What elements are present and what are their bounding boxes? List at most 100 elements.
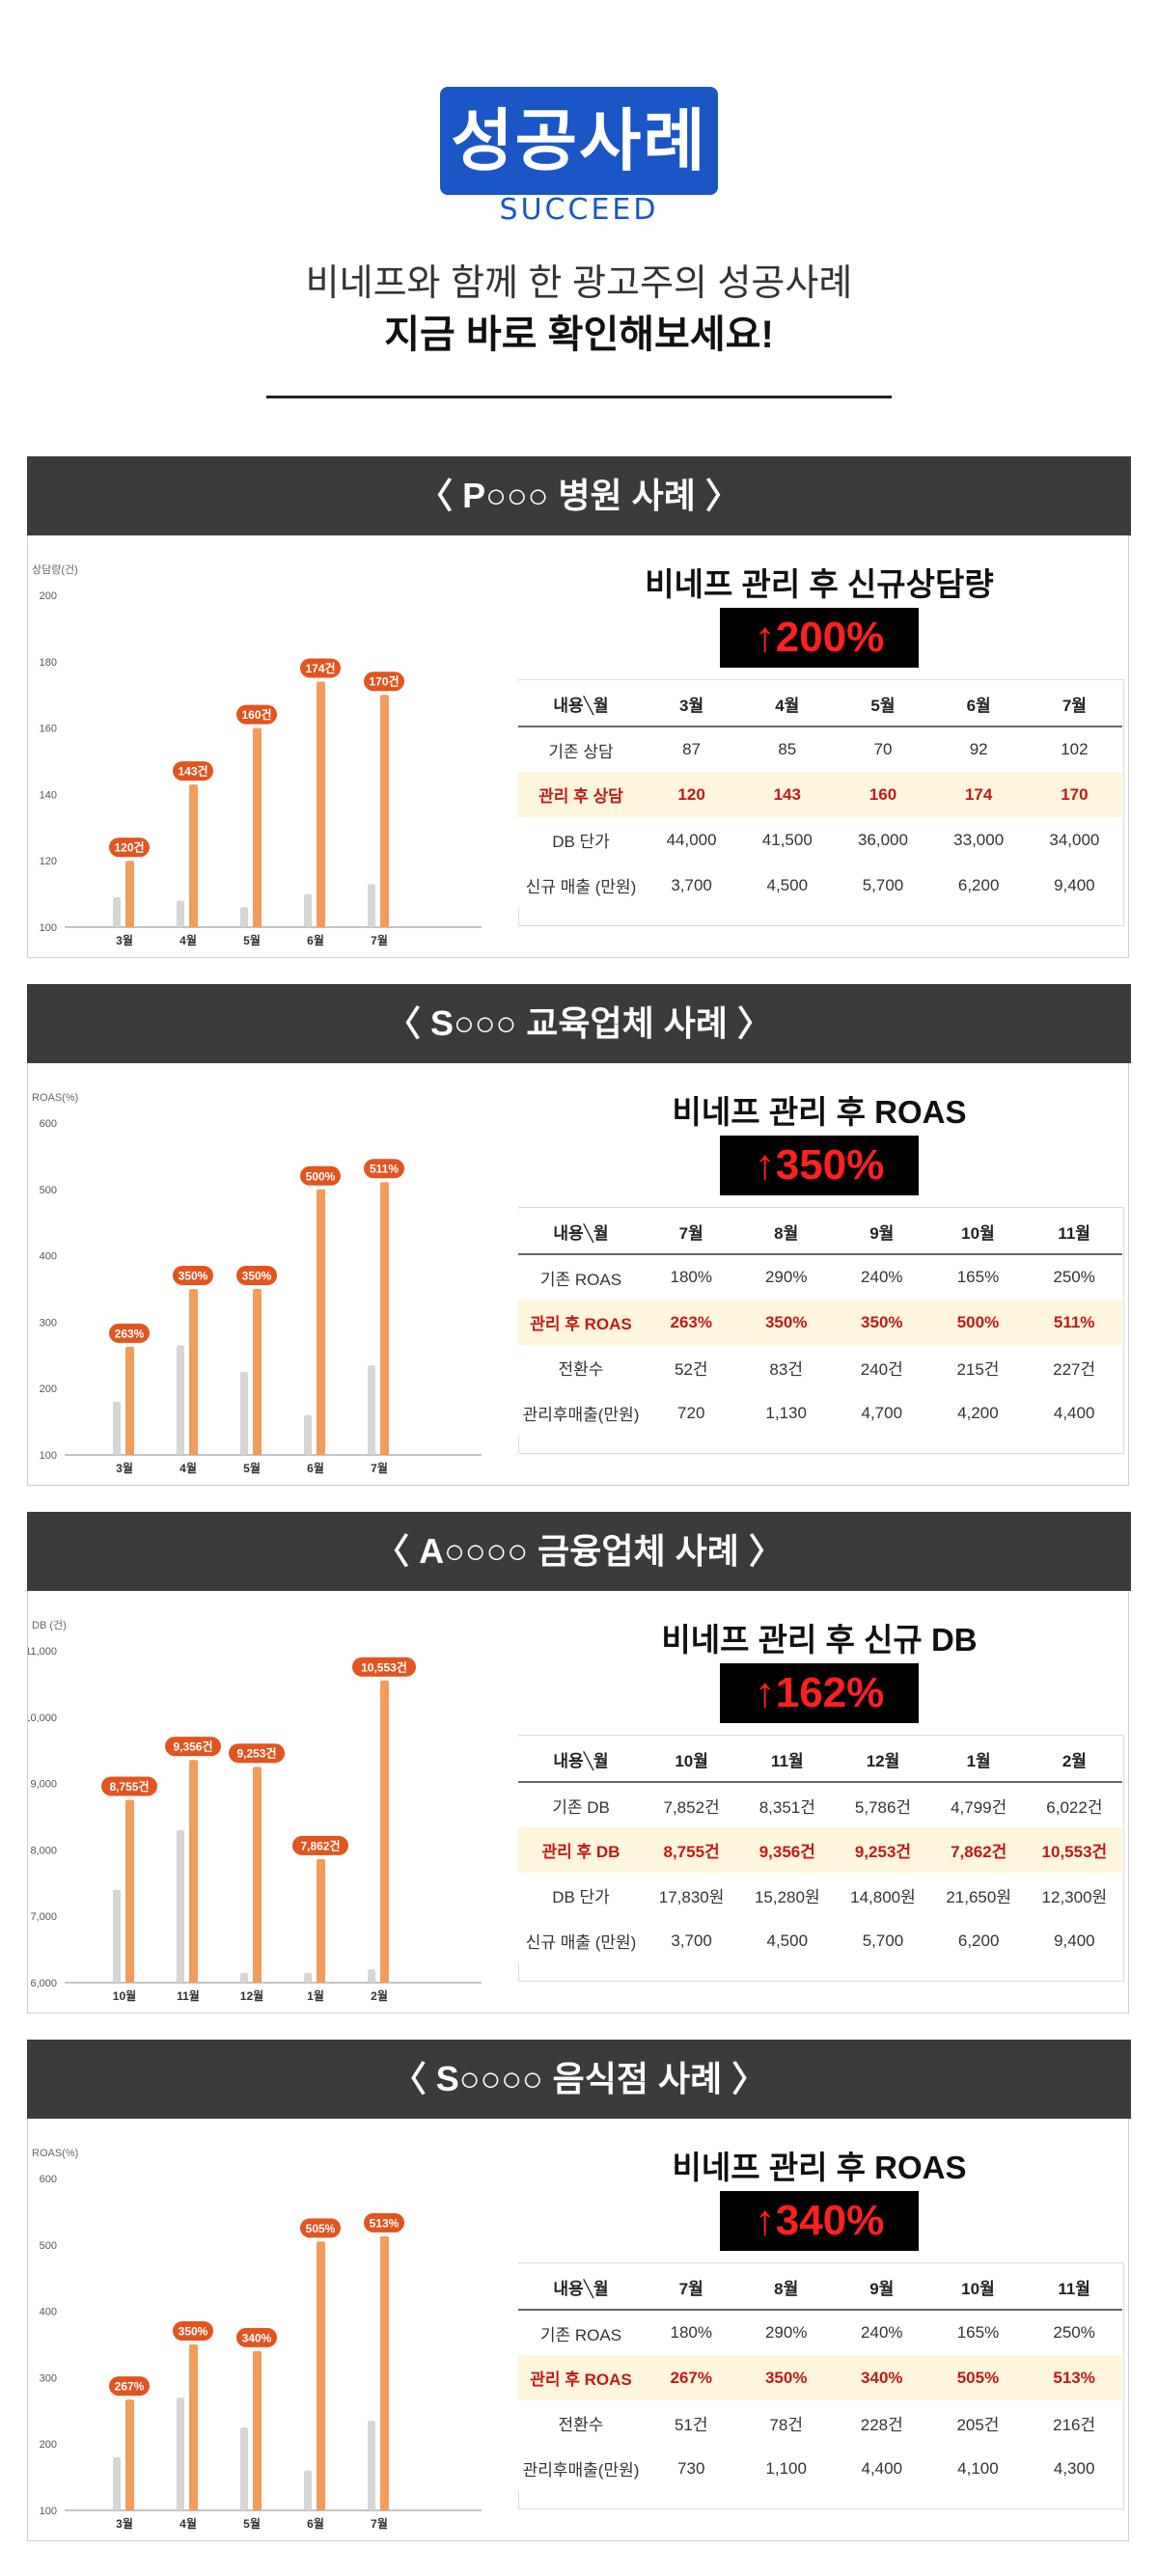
table-cell: 41,500	[761, 830, 813, 849]
x-tick-label: 7월	[371, 933, 388, 947]
table-cell: 10,553건	[1026, 1827, 1122, 1873]
table-cell: 4,700	[861, 1403, 903, 1422]
bar-after	[125, 1346, 134, 1455]
table-cell: 170	[1026, 772, 1122, 817]
bar-before	[240, 2427, 248, 2510]
bar-before	[304, 2470, 312, 2510]
case-section: 〈 S○○○○ 음식점 사례 〉 비네프 관리 후 ROAS ↑340% ROAS(%…	[27, 2040, 1131, 2541]
bar-after	[189, 1760, 198, 1983]
y-tick-label: 180	[40, 657, 57, 669]
y-tick-label: 400	[40, 2307, 57, 2318]
growth-badge: ↑162%	[720, 1663, 919, 1723]
table-row: 관리후매출(만원) 730 1,100 4,400 4,100 4,300	[518, 2446, 1122, 2491]
table-cell: 3,700	[671, 1931, 712, 1950]
x-tick-label: 3월	[116, 933, 133, 947]
table-cell: 6,022건	[1046, 1797, 1103, 1817]
table-cell: 44,000	[666, 830, 717, 849]
table-cell: 78건	[769, 2416, 803, 2434]
table-header-cell: 12월	[835, 1737, 931, 1783]
table-header-cell: 10월	[929, 2264, 1027, 2311]
y-tick-label: 200	[40, 1384, 57, 1395]
bar-after	[317, 2241, 325, 2510]
bar-before	[368, 1969, 375, 1983]
table-cell: 7,862건	[930, 1827, 1027, 1873]
table-row: 기존 ROAS 180% 290% 240% 165% 250%	[518, 2310, 1122, 2355]
table-cell: 5,700	[862, 875, 904, 894]
y-axis-label: 상담량(건)	[32, 563, 78, 576]
table-cell: 87	[682, 740, 702, 758]
data-label: 160건	[241, 707, 271, 722]
y-tick-label: 400	[40, 1251, 57, 1263]
table-cell: 216건	[1053, 2416, 1096, 2434]
table-cell: 102	[1061, 740, 1089, 758]
table-header-cell: 10월	[929, 1209, 1027, 1255]
table-cell: 85	[778, 740, 797, 758]
table-header-cell: 7월	[644, 2264, 739, 2311]
table-cell: 180%	[670, 2323, 712, 2342]
y-tick-label: 300	[40, 2372, 57, 2384]
case-section: 〈 P○○○ 병원 사례 〉 비네프 관리 후 신규상담량 ↑200% 상담량(건) 1…	[27, 456, 1131, 958]
data-label-pill	[300, 1165, 341, 1186]
table-cell: 250%	[1053, 2323, 1095, 2342]
data-label-pill	[109, 837, 150, 858]
table-cell: 관리 후 ROAS	[518, 2355, 644, 2400]
x-tick-label: 4월	[179, 1461, 197, 1475]
table-cell: 70	[873, 740, 893, 758]
table-cell: 340%	[833, 2355, 930, 2400]
bar-chart: 상담량(건) 100 120 140 160 180 200 120건 3월 143건 4월 160건…	[32, 563, 482, 947]
table-cell: 4,500	[766, 875, 809, 894]
table-header-cell: 7월	[644, 1209, 739, 1255]
y-tick-label: 7,000	[30, 1911, 57, 1923]
table-cell: 228건	[860, 2416, 903, 2434]
header-subtitle: SUCCEED	[499, 193, 659, 227]
table-header-cell: 4월	[739, 681, 836, 727]
table-cell: 180%	[670, 1268, 712, 1286]
y-tick-label: 10,000	[28, 1713, 57, 1724]
table-cell: 505%	[929, 2355, 1027, 2400]
section-headline: 비네프 관리 후 신규상담량	[645, 566, 994, 602]
growth-badge: ↑340%	[720, 2191, 919, 2251]
bar-before	[304, 1414, 312, 1455]
data-label: 143건	[178, 764, 207, 779]
data-label-pill	[165, 1737, 221, 1757]
table-header-row: 내용╲월 7월 8월 9월 10월 11월	[518, 2264, 1122, 2311]
table-header-cell: 7월	[1026, 681, 1122, 727]
table-cell: 17,830원	[658, 1888, 725, 1906]
table-cell: 4,200	[957, 1403, 999, 1422]
table-cell: 165%	[956, 2323, 1000, 2342]
bar-before	[368, 884, 375, 927]
bar-after	[380, 1680, 389, 1983]
data-label: 350%	[242, 1270, 272, 1283]
data-label-pill	[236, 1266, 277, 1285]
x-tick-label: 5월	[243, 1461, 261, 1475]
bar-before	[113, 2456, 121, 2510]
table-cell: 21,650원	[946, 1888, 1011, 1906]
x-tick-label: 3월	[116, 2516, 133, 2531]
data-label-pill	[364, 671, 404, 692]
header-line-1: 비네프와 함께 한 광고주의 성공사례	[305, 263, 853, 304]
data-label: 170건	[369, 674, 399, 689]
y-axis-label: ROAS(%)	[32, 1092, 78, 1104]
bar-before	[177, 1345, 184, 1455]
data-label: 505%	[306, 2222, 336, 2235]
section-headline: 비네프 관리 후 ROAS	[672, 2150, 967, 2185]
bar-after	[253, 1289, 262, 1455]
section-headline: 비네프 관리 후 ROAS	[672, 1094, 967, 1130]
data-table: 내용╲월 3월 4월 5월 6월 7월 기존 상담 87 85 70 92 102 관리 후 상담 120…	[518, 681, 1122, 908]
table-row: 신규 매출 (만원) 3,700 4,500 5,700 6,200 9,400	[518, 1918, 1122, 1963]
x-tick-label: 11월	[177, 1988, 200, 2003]
data-label-pill	[109, 1323, 150, 1343]
bar-before	[304, 1972, 312, 1983]
table-cell: 기존 ROAS	[539, 1270, 622, 1289]
table-cell: 350%	[833, 1300, 930, 1345]
x-tick-label: 12월	[240, 1988, 263, 2003]
table-cell: 5,786건	[854, 1797, 912, 1817]
data-label: 340%	[242, 2331, 272, 2344]
table-header-cell: 내용╲월	[518, 1209, 644, 1255]
table-cell: 7,852건	[663, 1797, 720, 1817]
bar-after	[317, 1858, 325, 1983]
table-cell: 4,500	[766, 1931, 809, 1950]
table-row: 관리후매출(만원) 720 1,130 4,700 4,200 4,400	[518, 1390, 1122, 1436]
y-tick-label: 120	[40, 856, 57, 867]
table-cell: 350%	[738, 1300, 834, 1345]
